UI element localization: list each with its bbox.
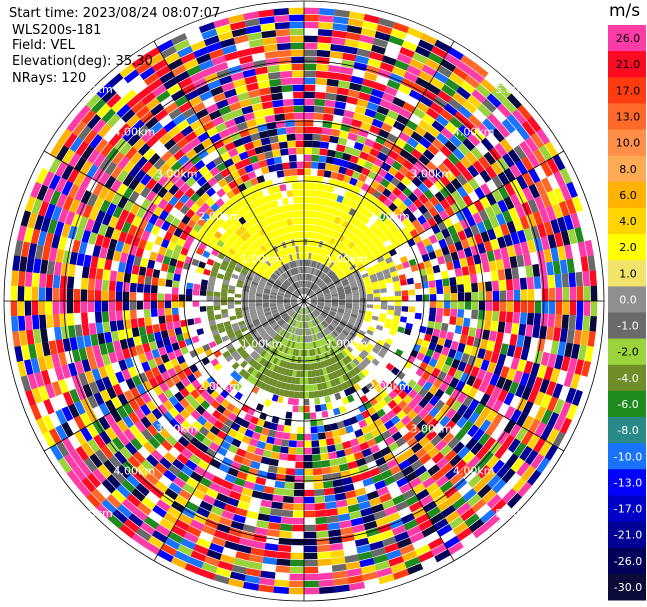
colorbar-swatch (608, 260, 646, 287)
colorbar-label: 6.0 (619, 189, 637, 202)
colorbar-swatch (608, 77, 646, 104)
colorbar-swatch (608, 417, 646, 444)
azimuth-spoke (303, 40, 455, 302)
nrays: NRays: 120 (12, 71, 87, 86)
colorbar-label: 2.0 (619, 241, 637, 254)
azimuth-spoke (153, 40, 305, 302)
azimuth-spoke (303, 300, 564, 452)
colorbar-swatch (608, 25, 646, 52)
range-ring-label: 2.00km (368, 210, 410, 223)
colorbar-label: -1.0 (617, 320, 638, 333)
colorbar-label: -30.0 (614, 581, 642, 594)
azimuth-spoke (43, 150, 305, 302)
colorbar-swatch (608, 129, 646, 157)
colorbar-swatch (608, 390, 646, 418)
colorbar-swatch (608, 443, 646, 470)
range-ring-label: 2.00km (368, 380, 410, 393)
range-ring-label: 2.00km (198, 210, 240, 223)
azimuth-spoke (303, 300, 455, 561)
colorbar-swatch (608, 51, 646, 78)
range-ring-label: 5.00km (495, 507, 537, 520)
colorbar-label: 17.0 (616, 84, 641, 97)
range-ring-label: 4.00km (453, 125, 495, 138)
elevation: Elevation(deg): 35.30 (12, 54, 153, 69)
range-ring-label: 1.00km (241, 337, 283, 350)
range-ring-label: 2.00km (198, 380, 240, 393)
azimuth-spoke (153, 300, 305, 561)
range-ring-label: 1.00km (326, 337, 368, 350)
colorbar-swatch (608, 338, 646, 366)
azimuth-spoke (303, 150, 564, 302)
field-name: Field: VEL (12, 38, 75, 53)
colorbar-label: -13.0 (614, 476, 642, 489)
colorbar-label: 13.0 (616, 111, 641, 124)
range-ring-label: 3.00km (156, 168, 198, 181)
colorbar-swatch (608, 234, 646, 261)
range-ring-label: 5.00km (495, 83, 537, 96)
colorbar-label: 4.0 (619, 215, 637, 228)
colorbar-label: 21.0 (616, 58, 641, 71)
range-ring-label: 5.00km (71, 83, 113, 96)
colorbar-label: -6.0 (617, 398, 638, 411)
range-ring-label: 3.00km (411, 168, 453, 181)
colorbar-label: -26.0 (614, 555, 642, 568)
instrument-name: WLS200s-181 (12, 23, 102, 38)
range-ring-label: 5.00km (71, 507, 113, 520)
range-ring-label: 1.00km (326, 253, 368, 266)
start-time: Start time: 2023/08/24 08:07:07 (9, 6, 221, 21)
colorbar-label: 10.0 (616, 137, 641, 150)
colorbar-swatch (608, 208, 646, 235)
colorbar-swatch (608, 312, 646, 340)
colorbar-swatch (608, 181, 646, 209)
range-ring-label: 1.00km (241, 253, 283, 266)
colorbar-label: -4.0 (617, 372, 638, 385)
colorbar-swatch (608, 155, 646, 183)
azimuth-spokes (4, 1, 604, 601)
colorbar-label: 0.0 (619, 293, 637, 306)
range-ring-label: 3.00km (156, 422, 198, 435)
range-ring-label: 3.00km (411, 422, 453, 435)
colorbar-label: 26.0 (616, 32, 641, 45)
colorbar-label: -8.0 (617, 424, 638, 437)
range-ring-label: 4.00km (114, 465, 156, 478)
radar-gates (10, 7, 598, 595)
colorbar-swatch (608, 495, 646, 523)
range-ring-label: 4.00km (114, 125, 156, 138)
colorbar-swatch (608, 286, 646, 313)
azimuth-spoke (43, 300, 305, 452)
colorbar-label: -21.0 (614, 529, 642, 542)
range-ring-labels: 1.00km 1.00km 1.00km 1.00km 2.00km 2.00km 2.00… (71, 83, 537, 520)
colorbar-swatch (608, 547, 646, 575)
colorbar-swatch (608, 573, 646, 601)
colorbar-swatch (608, 103, 646, 130)
colorbar-label: -10.0 (614, 450, 642, 463)
colorbar-label: -17.0 (614, 503, 642, 516)
colorbar-swatch (608, 364, 646, 392)
colorbar-label: -2.0 (617, 346, 638, 359)
colorbar-label: 8.0 (619, 163, 637, 176)
colorbar-swatch (608, 469, 646, 496)
colorbar-unit: m/s (609, 1, 641, 21)
colorbar-label: 1.0 (619, 267, 637, 280)
colorbar-swatch (608, 521, 646, 549)
range-ring-label: 4.00km (453, 465, 495, 478)
